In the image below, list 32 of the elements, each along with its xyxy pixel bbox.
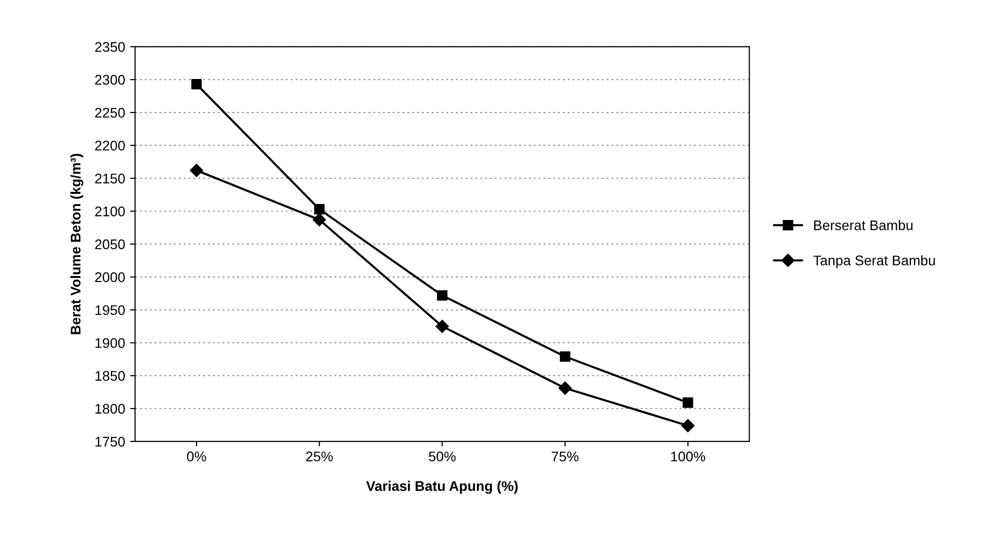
x-axis-title: Variasi Batu Apung (%) [366, 480, 518, 494]
x-tick-label: 0% [187, 452, 206, 462]
x-tick-label: 25% [306, 452, 333, 462]
x-tick-label: 100% [671, 452, 706, 462]
y-tick-label: 1850 [96, 371, 125, 381]
y-tick-label: 2000 [95, 272, 125, 282]
y-tick-label: 2150 [95, 174, 125, 184]
point [558, 382, 572, 395]
y-tick-label: 2050 [95, 239, 125, 250]
point [312, 213, 326, 226]
point [681, 419, 695, 432]
y-axis-title: Berat Volume Beton (kg/m³) [70, 154, 84, 334]
legend-label: Berserat Bambu [814, 220, 912, 230]
y-tick-label: 2300 [95, 74, 125, 85]
y-tick-label: 2100 [95, 206, 125, 216]
point [560, 351, 570, 362]
point [682, 397, 694, 408]
point [436, 320, 449, 333]
x-tick-label: 50% [428, 452, 456, 462]
y-tick-label: 1750 [96, 436, 125, 447]
point [437, 290, 448, 301]
point [190, 164, 204, 177]
y-tick-label: 2250 [95, 108, 125, 118]
x-tick-label: 75% [552, 452, 578, 462]
legend-label: Tanpa Serat Bambu [813, 255, 935, 268]
point [191, 78, 202, 90]
y-tick-label: 1900 [96, 338, 125, 348]
point [314, 204, 325, 214]
y-tick-label: 1800 [96, 404, 125, 414]
y-tick-label: 2350 [95, 42, 125, 52]
y-tick-label: 1950 [96, 305, 125, 316]
y-tick-label: 2200 [95, 140, 125, 151]
